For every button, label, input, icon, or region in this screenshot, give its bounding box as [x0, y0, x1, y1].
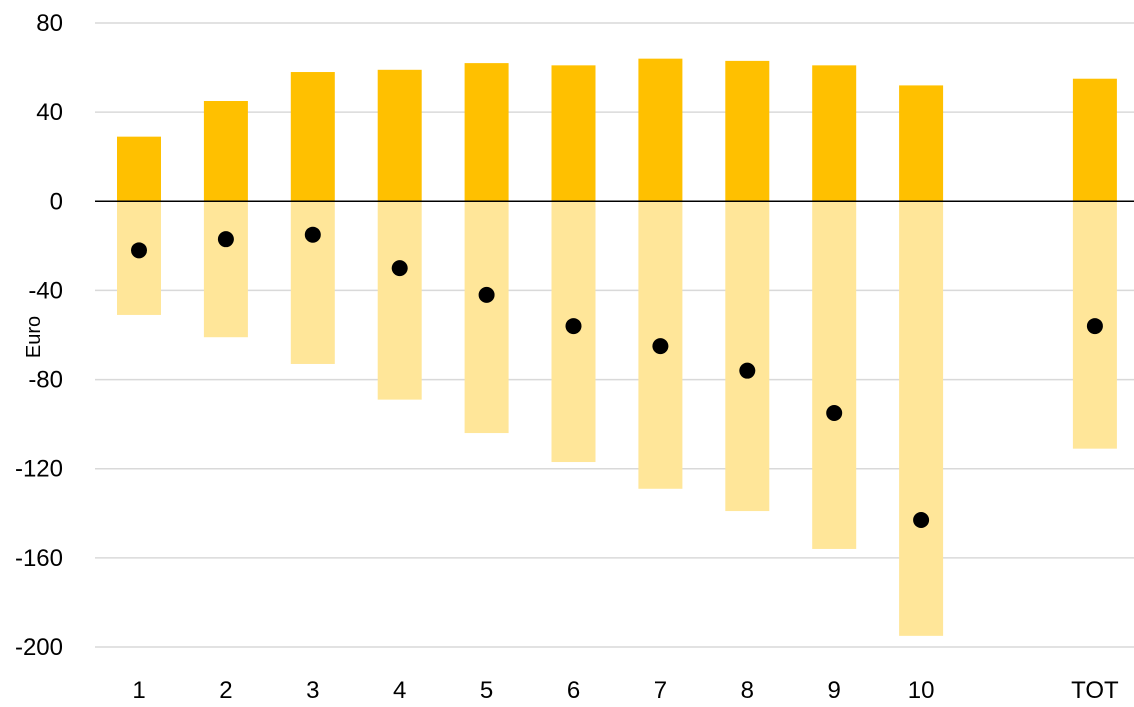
positive-bars [117, 58, 1117, 202]
dot-point [478, 286, 495, 303]
dot-point [1086, 318, 1103, 335]
x-tick-label: 5 [480, 677, 493, 704]
bar-positive [464, 63, 509, 202]
bar-positive [1072, 78, 1117, 202]
bar-negative [290, 201, 335, 364]
y-tick-label: -120 [15, 456, 63, 483]
y-tick-label: -200 [15, 634, 63, 661]
x-tick-label: 3 [306, 677, 319, 704]
y-tick-label: 0 [50, 188, 63, 215]
x-tick-label: 7 [654, 677, 667, 704]
dot-point [217, 231, 234, 248]
negative-bars [117, 201, 1117, 636]
bar-negative [899, 201, 944, 636]
dot-point [565, 318, 582, 335]
bar-negative [725, 201, 770, 512]
dot-point [304, 226, 321, 243]
x-tick-label: 8 [741, 677, 754, 704]
bar-positive [377, 69, 422, 202]
grid-layer [95, 22, 1134, 648]
dot-point [652, 338, 669, 355]
bar-positive [203, 101, 248, 202]
dot-point [131, 242, 147, 259]
bar-positive [290, 72, 335, 202]
x-tick-label: 10 [908, 677, 935, 704]
x-tick-labels: 1 2 3 4 5 6 7 8 9 10 TOT [132, 677, 1119, 704]
bar-negative [377, 201, 422, 400]
y-tick-labels: 80 40 0 -40 -80 -120 -160 -200 [15, 10, 63, 661]
bar-positive [117, 136, 161, 202]
dot-point [826, 405, 843, 421]
bar-positive [899, 85, 944, 202]
bar-positive [638, 58, 683, 202]
dots-layer [131, 226, 1103, 528]
y-tick-label: -40 [28, 277, 63, 304]
x-tick-label: 2 [219, 677, 232, 704]
x-tick-label: TOT [1071, 677, 1119, 704]
bar-negative [203, 201, 248, 338]
dot-point [391, 260, 408, 277]
x-tick-label: 4 [393, 677, 406, 704]
x-tick-label: 6 [567, 677, 580, 704]
y-tick-label: 80 [36, 10, 63, 37]
bar-positive [812, 65, 857, 202]
x-tick-label: 9 [828, 677, 841, 704]
bar-negative [812, 201, 857, 549]
bar-negative [464, 201, 509, 434]
bar-positive [551, 65, 596, 202]
y-tick-label: -80 [28, 367, 63, 394]
y-tick-label: 40 [36, 99, 63, 126]
x-tick-label: 1 [132, 677, 145, 704]
y-tick-label: -160 [15, 545, 63, 572]
dot-point [739, 362, 756, 379]
y-axis-title: Euro [23, 316, 45, 358]
dot-point [913, 511, 930, 528]
bar-positive [725, 60, 770, 202]
